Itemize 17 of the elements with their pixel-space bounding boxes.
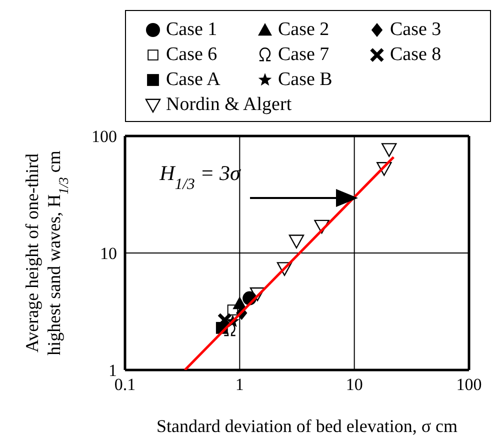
legend-label: Case 1 [166,18,218,42]
x-tick-label: 10 [346,375,363,394]
legend-label: Case 7 [278,43,330,67]
legend-label: Case 3 [390,18,442,42]
legend-label: Case A [166,68,220,92]
y-tick-label: 1 [108,361,117,380]
y-tick-label: 100 [92,127,117,146]
legend-label: Case 8 [390,43,442,67]
x-axis-title: Standard deviation of bed elevation, σ cm [156,416,458,436]
x-tick-label: 100 [456,375,482,394]
x-tick-label: 1 [235,375,244,394]
legend-label: Nordin & Algert [166,93,292,117]
legend-label: Case B [278,68,332,92]
legend-label: Case 6 [166,43,218,67]
y-tick-label: 10 [100,244,117,264]
x-tick-label: 0.1 [114,375,136,394]
legend-label: Case 2 [278,18,330,42]
